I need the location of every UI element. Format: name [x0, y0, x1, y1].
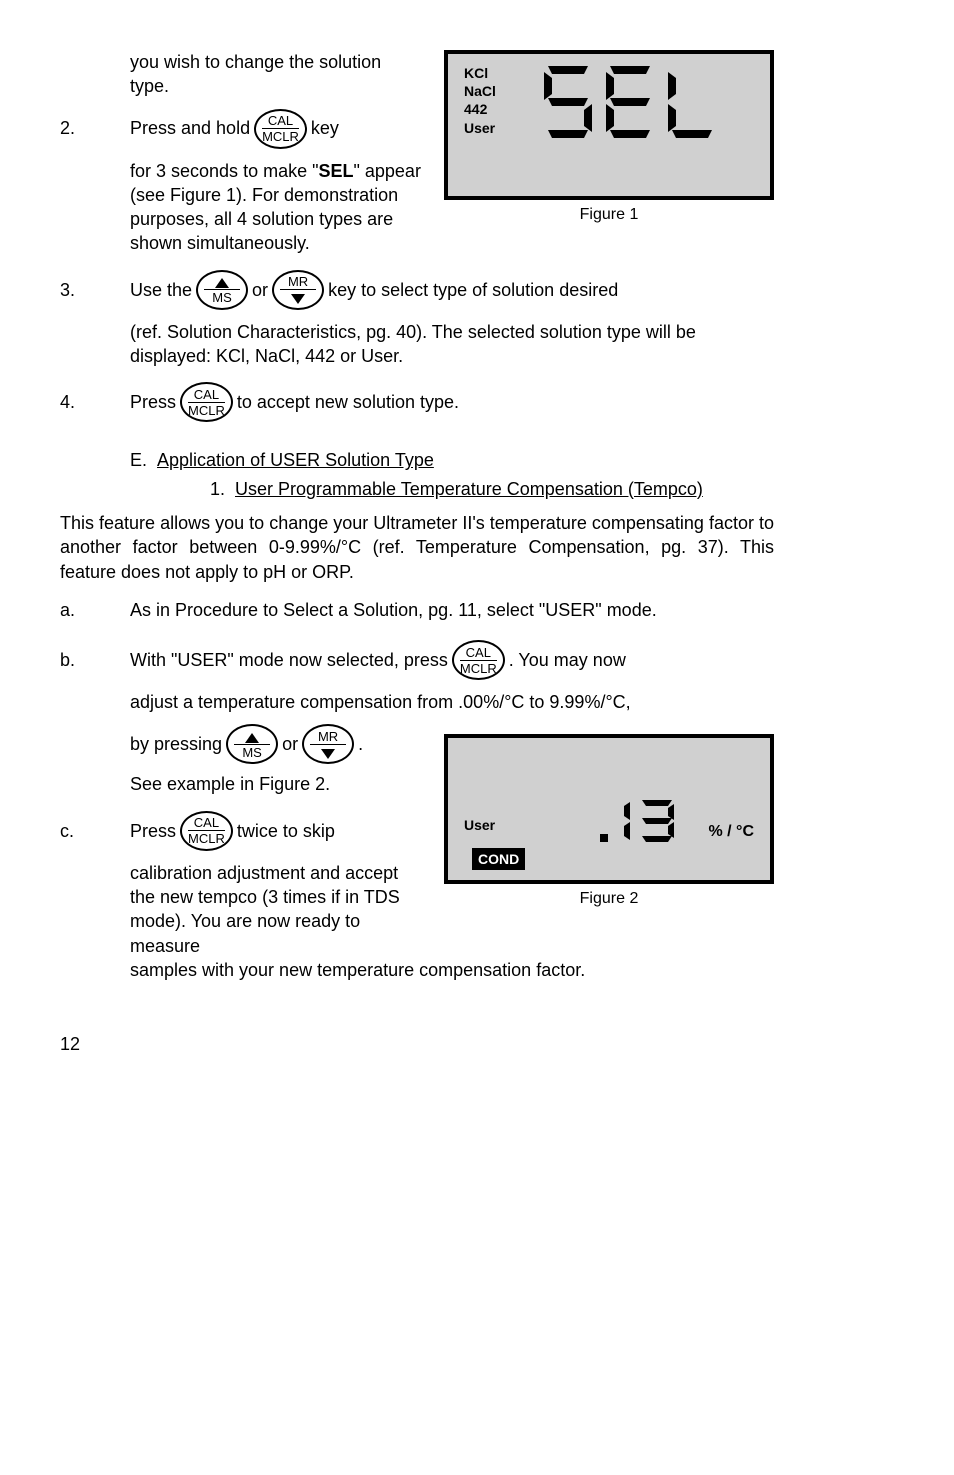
figure1-lcd: KCl NaCl 442 User: [444, 50, 774, 200]
mr-down-key-2: MR: [302, 724, 354, 764]
step2-t2: key: [311, 116, 339, 140]
feature-para: This feature allows you to change your U…: [60, 511, 774, 584]
cal-mclr-key-4: CAL MCLR: [180, 811, 233, 851]
sectE-subtitle: User Programmable Temperature Compensati…: [235, 477, 703, 501]
fig1-caption: Figure 1: [444, 204, 774, 226]
step3-body: (ref. Solution Characteristics, pg. 40).…: [130, 320, 774, 369]
stepb-or: or: [282, 732, 298, 756]
stepb-t4: by pressing: [130, 732, 222, 756]
stepb-num: b.: [60, 648, 130, 672]
step3-num: 3.: [60, 278, 130, 302]
stepc-t3-partial: calibration adjustment and accept the ne…: [130, 861, 424, 958]
stepb-t6: See example in Figure 2.: [130, 772, 424, 796]
stepc-t1: Press: [130, 819, 176, 843]
fig1-labels: KCl NaCl 442 User: [464, 64, 496, 137]
step3-t2: key to select type of solution desired: [328, 278, 618, 302]
step2-t1: Press and hold: [130, 116, 250, 140]
mr-down-key: MR: [272, 270, 324, 310]
step4-num: 4.: [60, 390, 130, 414]
fig2-user: User: [464, 816, 495, 835]
step2-num: 2.: [60, 116, 130, 140]
step3-or: or: [252, 278, 268, 302]
step2-body: for 3 seconds to make "SEL" appear (see …: [130, 159, 424, 256]
stepa-body: As in Procedure to Select a Solution, pg…: [130, 598, 774, 622]
intro-text: you wish to change the solution type.: [130, 50, 424, 99]
page-number: 12: [60, 1032, 774, 1056]
figure2-lcd: User % / °C: [444, 734, 774, 884]
up-ms-key: MS: [196, 270, 248, 310]
fig2-unit: % / °C: [708, 821, 754, 843]
fig2-val-svg: [600, 798, 700, 842]
fig2-cond: COND: [472, 848, 525, 871]
cal-mclr-key-2: CAL MCLR: [180, 382, 233, 422]
step3-t1: Use the: [130, 278, 192, 302]
cal-mclr-key: CAL MCLR: [254, 109, 307, 149]
cal-mclr-key-3: CAL MCLR: [452, 640, 505, 680]
stepb-t1: With "USER" mode now selected, press: [130, 648, 448, 672]
stepc-t3-tail: samples with your new temperature compen…: [130, 958, 774, 982]
up-ms-key-2: MS: [226, 724, 278, 764]
step4-t1: Press: [130, 390, 176, 414]
stepc-t2: twice to skip: [237, 819, 335, 843]
sectE-subnum: 1.: [210, 477, 225, 501]
stepb-t5: .: [358, 732, 363, 756]
sectE-title: Application of USER Solution Type: [157, 448, 434, 472]
sel-svg: [540, 64, 730, 144]
stepb-t2: . You may now: [509, 648, 626, 672]
step4-t2: to accept new solution type.: [237, 390, 459, 414]
stepa-num: a.: [60, 598, 130, 622]
stepc-num: c.: [60, 819, 130, 843]
stepb-t3: adjust a temperature compensation from .…: [130, 690, 774, 714]
fig2-caption: Figure 2: [444, 888, 774, 910]
sectE-letter: E.: [130, 448, 147, 472]
